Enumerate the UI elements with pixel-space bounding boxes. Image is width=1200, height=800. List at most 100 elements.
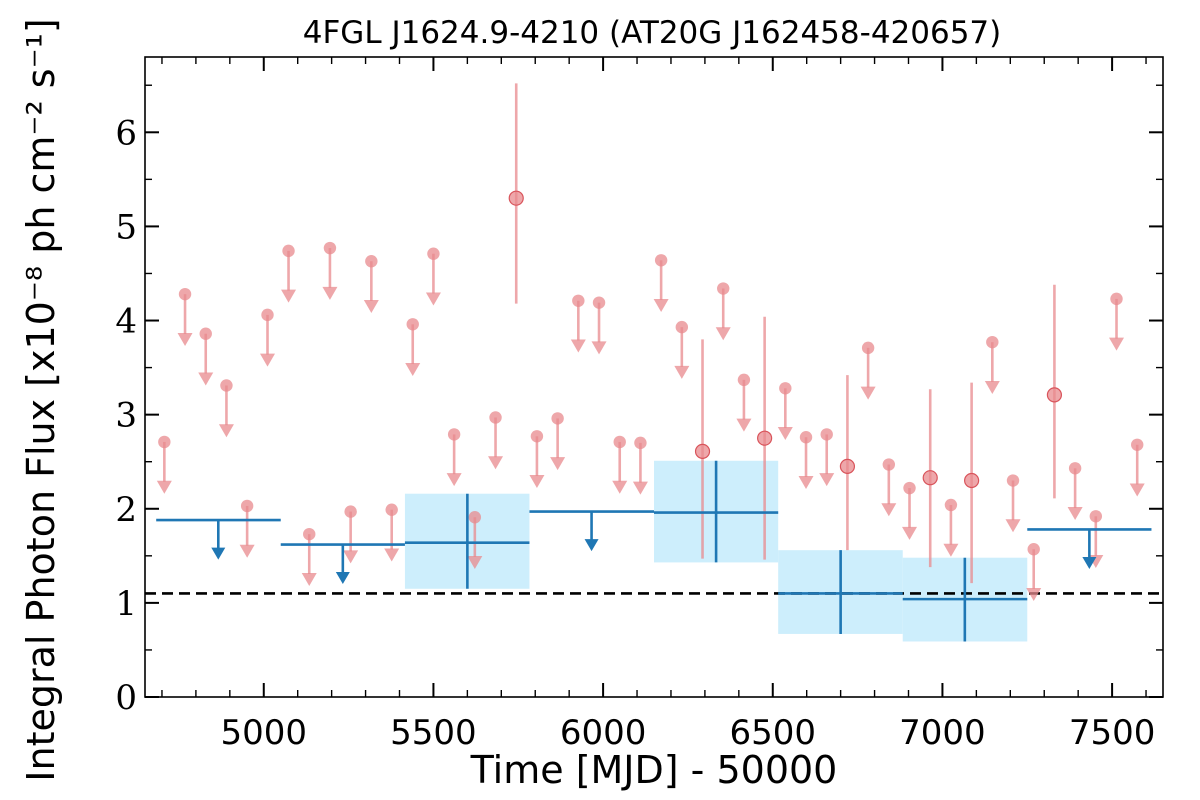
upper-limit-arrow: [653, 299, 669, 313]
long-bin-limit-arrow: [584, 539, 599, 552]
upper-limit-arrow: [902, 526, 918, 540]
x-axis-label: Time [MJD] - 50000: [470, 748, 838, 792]
upper-limit-arrow: [405, 363, 421, 377]
data-point: [508, 190, 524, 206]
upper-limit-arrow: [819, 473, 835, 487]
axes: [144, 56, 1164, 698]
upper-limit-point: [199, 327, 212, 340]
upper-limit-point: [1089, 510, 1103, 523]
y-axis-label: Integral Photon Flux [x10⁻⁸ ph cm⁻² s⁻¹]: [19, 18, 63, 781]
short-cadence-series: [156, 83, 1145, 601]
upper-limit-point: [489, 411, 502, 424]
data-point: [964, 472, 980, 489]
long-bin-limit-arrow: [335, 572, 350, 585]
upper-limit-point: [675, 320, 689, 334]
upper-limit-point: [737, 373, 751, 387]
long-cadence-series: [156, 460, 1152, 642]
y-tick-label: 6: [115, 113, 137, 153]
upper-limit-arrow: [425, 292, 441, 306]
y-tick-label: 0: [115, 678, 137, 718]
upper-limit-arrow: [259, 353, 275, 367]
upper-limit-point: [944, 498, 958, 512]
upper-limit-arrow: [198, 372, 214, 386]
upper-limit-point: [717, 282, 730, 295]
upper-limit-arrow: [943, 543, 959, 557]
data-point: [839, 458, 856, 475]
upper-limit-arrow: [860, 386, 876, 400]
chart-title: 4FGL J1624.9-4210 (AT20G J162458-420657): [303, 15, 1002, 51]
x-tick-label: 6000: [560, 713, 647, 753]
upper-limit-arrow: [467, 556, 483, 569]
upper-limit-arrow: [736, 418, 752, 432]
upper-limit-arrow: [446, 473, 462, 487]
upper-limit-point: [799, 431, 813, 444]
upper-limit-arrow: [1129, 483, 1145, 497]
data-point: [694, 443, 711, 459]
upper-limit-point: [861, 341, 875, 355]
upper-limit-arrow: [529, 475, 545, 489]
upper-limit-arrow: [343, 550, 359, 564]
data-point: [757, 430, 773, 446]
x-tick-label: 7500: [1069, 713, 1156, 753]
upper-limit-point: [592, 296, 606, 309]
upper-limit-point: [820, 428, 833, 441]
upper-limit-arrow: [322, 286, 338, 300]
upper-limit-point: [779, 382, 792, 395]
upper-limit-arrow: [156, 480, 172, 494]
upper-limit-point: [986, 335, 999, 349]
upper-limit-point: [406, 318, 419, 331]
upper-limit-point: [551, 412, 564, 425]
upper-limit-arrow: [550, 457, 566, 471]
upper-limit-point: [427, 247, 440, 260]
upper-limit-point: [261, 308, 274, 322]
upper-limit-point: [572, 294, 585, 307]
data-point: [1046, 387, 1063, 403]
upper-limit-point: [1006, 474, 1020, 487]
upper-limit-point: [1068, 462, 1082, 475]
upper-limit-arrow: [1109, 337, 1125, 351]
upper-limit-point: [1027, 543, 1040, 556]
upper-limit-point: [178, 287, 192, 301]
upper-limit-point: [158, 435, 171, 449]
x-tick-label: 5500: [390, 713, 477, 753]
upper-limit-point: [634, 436, 647, 450]
upper-limit-arrow: [881, 503, 897, 517]
upper-limit-point: [344, 505, 357, 518]
tick-labels: 5000 5500 6000 6500 7000 7500 0 1 2 3 4 5 6: [115, 113, 1155, 753]
upper-limit-point: [530, 430, 544, 443]
tick-marks: [145, 57, 1163, 698]
y-tick-label: 2: [115, 490, 137, 530]
upper-limit-point: [882, 458, 896, 471]
upper-limit-point: [282, 244, 295, 258]
upper-limit-point: [468, 511, 482, 524]
upper-limit-arrow: [363, 300, 379, 313]
x-tick-label: 6500: [730, 713, 817, 753]
plot-frame: [144, 56, 1164, 698]
upper-limit-arrow: [715, 327, 731, 341]
upper-limit-point: [303, 527, 316, 541]
upper-limit-point: [903, 481, 916, 495]
upper-limit-arrow: [177, 332, 193, 346]
upper-limit-point: [240, 499, 254, 513]
upper-limit-arrow: [984, 380, 1000, 394]
x-tick-label: 5000: [221, 713, 308, 753]
upper-limit-point: [220, 379, 233, 392]
y-tick-label: 5: [115, 207, 137, 247]
upper-limit-arrow: [384, 548, 400, 562]
upper-limit-point: [1131, 438, 1144, 451]
y-tick-label: 1: [115, 584, 137, 624]
upper-limit-arrow: [239, 544, 255, 558]
upper-limit-arrow: [488, 456, 504, 470]
upper-limit-arrow: [674, 365, 690, 379]
upper-limit-arrow: [570, 339, 586, 353]
upper-limit-point: [323, 241, 337, 255]
upper-limit-point: [447, 428, 461, 441]
upper-limit-point: [613, 435, 626, 449]
upper-limit-arrow: [1005, 519, 1021, 533]
upper-limit-arrow: [1067, 507, 1083, 521]
upper-limit-point: [654, 254, 668, 267]
long-bin-limit-arrow: [1082, 557, 1097, 569]
x-tick-label: 7000: [899, 713, 986, 753]
y-tick-label: 4: [115, 302, 137, 342]
